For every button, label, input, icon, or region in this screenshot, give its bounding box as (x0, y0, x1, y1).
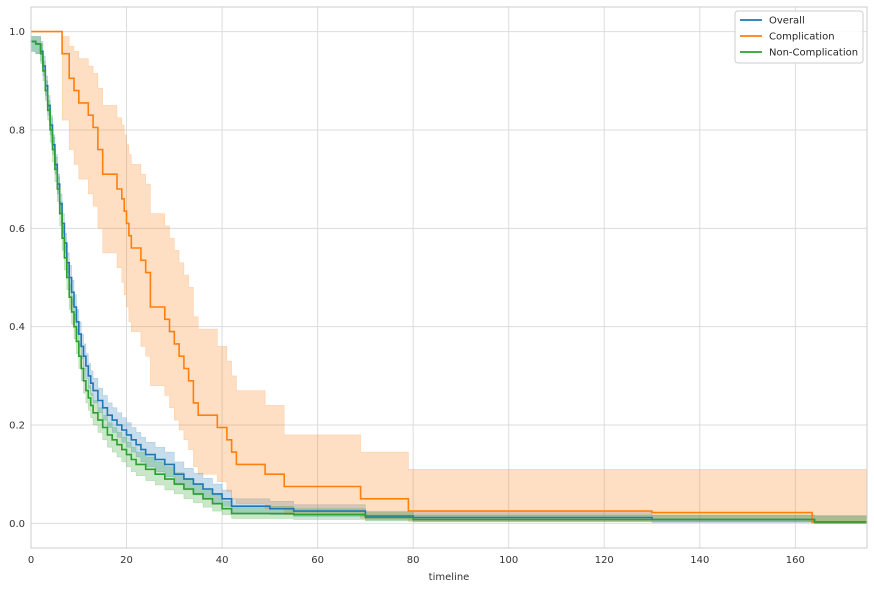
series-line-0 (31, 40, 867, 523)
y-tick-label: 0.0 (9, 519, 25, 530)
legend-entry-label: Non-Complication (769, 48, 858, 59)
legend: Overall Complication Non-Complication (734, 10, 864, 64)
x-tick-label: 140 (690, 555, 709, 566)
legend-entry-label: Complication (769, 32, 835, 43)
y-tick-label: 0.6 (9, 224, 25, 235)
x-axis-title: timeline (429, 572, 470, 583)
x-tick-label: 120 (595, 555, 614, 566)
y-tick-label: 0.4 (9, 322, 25, 333)
x-tick-label: 100 (499, 555, 518, 566)
x-tick-label: 40 (216, 555, 229, 566)
y-tick-label: 0.8 (9, 125, 25, 136)
series-line-2 (31, 40, 867, 523)
legend-box (734, 10, 864, 64)
y-tick-label: 1.0 (9, 27, 25, 38)
survival-curves (31, 30, 867, 523)
x-tick-label: 160 (786, 555, 805, 566)
y-tick-label: 0.2 (9, 421, 25, 432)
ci-band-1 (31, 31, 868, 524)
series-line-1 (31, 30, 867, 523)
x-tick-label: 20 (120, 555, 133, 566)
plot-background (31, 7, 867, 548)
x-tick-label: 0 (28, 555, 34, 566)
y-tick-labels: 0.0 0.2 0.4 0.6 0.8 1.0 (9, 27, 25, 530)
plot-frame (30, 6, 868, 549)
x-tick-label: 80 (407, 555, 420, 566)
legend-entry-label: Overall (769, 16, 805, 27)
x-tick-labels: 0 20 40 60 80 100 120 140 160 (28, 555, 805, 566)
x-tick-label: 60 (311, 555, 324, 566)
grid-lines (30, 7, 867, 548)
